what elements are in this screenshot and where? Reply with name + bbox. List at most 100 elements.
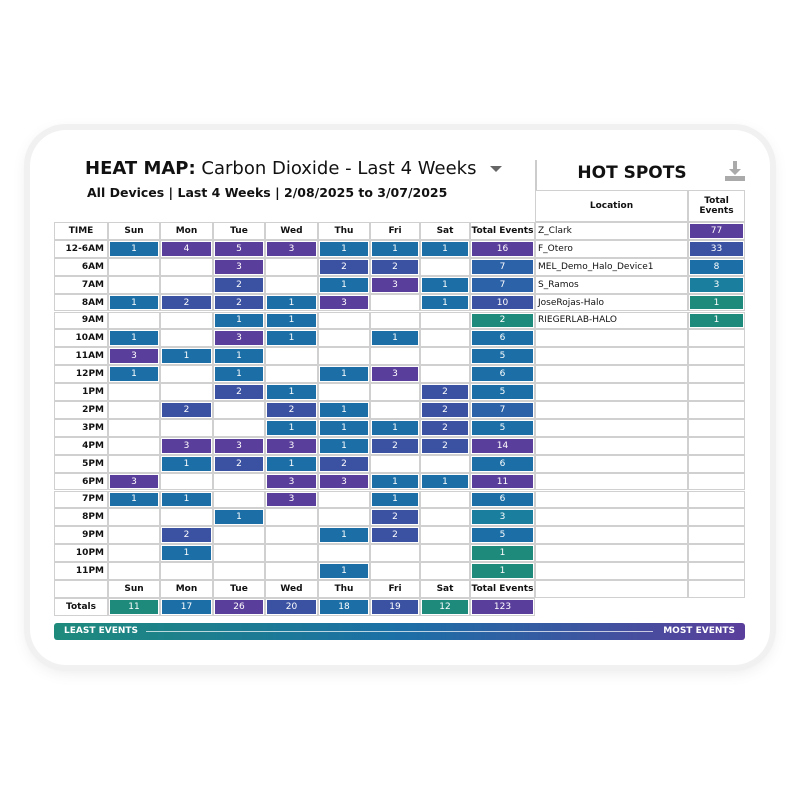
row-total: 7: [470, 275, 535, 294]
cell-value: 1: [372, 492, 418, 507]
cell-value: 2: [267, 403, 316, 417]
footer-column-header: [54, 580, 108, 598]
caret-down-icon[interactable]: [490, 166, 502, 172]
cell-value: 18: [320, 599, 368, 614]
cell-value: 2: [215, 295, 263, 310]
empty-cell: [688, 365, 745, 384]
time-label: 8AM: [54, 293, 108, 312]
heat-cell: 1: [213, 311, 265, 330]
empty-cell: [535, 508, 688, 527]
row-total: 11: [470, 472, 535, 491]
hotspot-location[interactable]: S_Ramos: [535, 275, 688, 294]
cell-value: 1: [422, 295, 468, 310]
empty-cell: [535, 490, 688, 509]
totals-label: Totals: [54, 597, 108, 616]
row-total: 6: [470, 454, 535, 473]
day-total: 26: [213, 597, 265, 616]
heat-cell: [370, 293, 420, 312]
heat-cell: [108, 454, 160, 473]
heat-cell: 1: [213, 347, 265, 366]
heat-cell: 1: [265, 293, 318, 312]
heat-cell: 1: [160, 347, 213, 366]
hotspot-location[interactable]: RIEGERLAB-HALO: [535, 311, 688, 330]
title-bold: HEAT MAP:: [85, 158, 196, 179]
time-label: 6AM: [54, 257, 108, 276]
empty-cell: [688, 436, 745, 455]
heat-cell: [265, 544, 318, 563]
column-header: Sun: [108, 222, 160, 240]
cell-value: 2: [422, 385, 468, 399]
cell-value: 11: [472, 474, 533, 489]
time-label: 8PM: [54, 508, 108, 527]
heat-cell: [160, 383, 213, 401]
footer-column-header: Fri: [370, 580, 420, 598]
heat-cell: [265, 526, 318, 545]
heat-cell: 1: [108, 239, 160, 258]
empty-cell: [688, 418, 745, 437]
heat-cell: [108, 257, 160, 276]
empty-cell: [535, 580, 688, 598]
total-events-header: Total Events: [688, 190, 745, 222]
heat-cell: [265, 562, 318, 580]
time-label: 5PM: [54, 454, 108, 473]
day-total: 123: [470, 597, 535, 616]
heat-cell: [265, 257, 318, 276]
heat-cell: [420, 257, 470, 276]
row-total: 1: [470, 562, 535, 580]
heat-cell: 1: [420, 293, 470, 312]
download-icon[interactable]: [724, 160, 746, 182]
heat-cell: [420, 311, 470, 330]
cell-value: 3: [162, 438, 211, 453]
heat-cell: 2: [160, 526, 213, 545]
empty-cell: [535, 347, 688, 366]
cell-value: 1: [110, 241, 158, 256]
heat-cell: [420, 526, 470, 545]
heat-cell: 2: [213, 383, 265, 401]
empty-cell: [535, 329, 688, 348]
heat-cell: 2: [318, 257, 370, 276]
cell-value: 2: [215, 456, 263, 471]
cell-value: 1: [267, 420, 316, 435]
heat-cell: 2: [160, 293, 213, 312]
time-label: 10AM: [54, 329, 108, 348]
heat-cell: 1: [370, 329, 420, 348]
hotspot-location[interactable]: MEL_Demo_Halo_Device1: [535, 257, 688, 276]
cell-value: 2: [422, 420, 468, 435]
row-total: 3: [470, 508, 535, 527]
cell-value: 5: [472, 349, 533, 364]
day-total: 17: [160, 597, 213, 616]
heat-cell: 3: [213, 436, 265, 455]
cell-value: 3: [320, 474, 368, 489]
day-total: 12: [420, 597, 470, 616]
heat-cell: [108, 401, 160, 419]
heat-cell: [370, 311, 420, 330]
cell-value: 5: [472, 420, 533, 435]
cell-value: 3: [215, 331, 263, 346]
time-label: 7PM: [54, 490, 108, 509]
color-legend: LEAST EVENTS MOST EVENTS: [54, 623, 745, 640]
hotspot-location[interactable]: JoseRojas-Halo: [535, 293, 688, 312]
empty-cell: [535, 454, 688, 473]
hotspot-location[interactable]: F_Otero: [535, 239, 688, 258]
cell-value: 7: [472, 259, 533, 274]
cell-value: 6: [472, 492, 533, 507]
cell-value: 123: [472, 599, 533, 614]
cell-value: 2: [320, 456, 368, 471]
column-header: TIME: [54, 222, 108, 240]
cell-value: 1: [320, 420, 368, 435]
heat-cell: [420, 329, 470, 348]
cell-value: 77: [690, 224, 743, 238]
hotspot-location[interactable]: Z_Clark: [535, 222, 688, 240]
heat-cell: [370, 347, 420, 366]
heat-cell: [108, 544, 160, 563]
cell-value: 1: [110, 331, 158, 346]
cell-value: 7: [472, 277, 533, 292]
cell-value: 2: [422, 403, 468, 417]
cell-value: 2: [372, 528, 418, 543]
heat-cell: 3: [213, 329, 265, 348]
heat-cell: 1: [160, 544, 213, 563]
heat-cell: 1: [265, 383, 318, 401]
empty-cell: [688, 562, 745, 580]
heat-cell: 3: [108, 472, 160, 491]
heat-cell: 2: [420, 436, 470, 455]
